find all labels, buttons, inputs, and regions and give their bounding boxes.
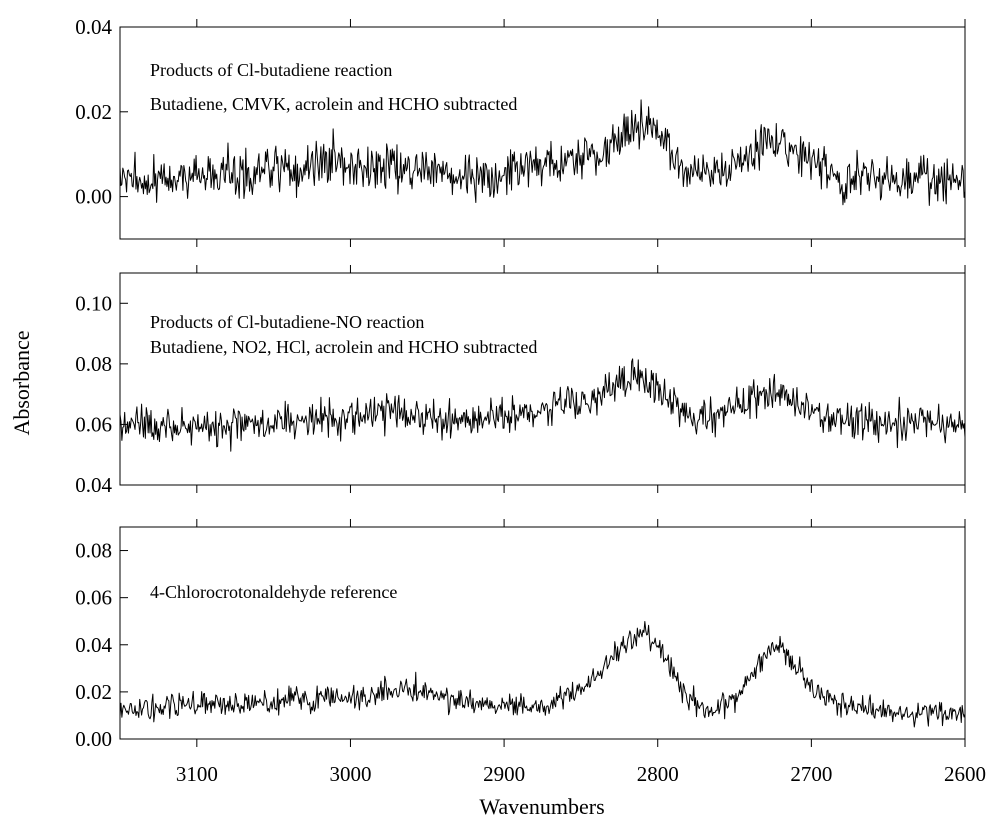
panel-bottom-y-tick-label: 0.00 xyxy=(75,727,112,751)
panel-bottom-ticks xyxy=(120,519,966,747)
panel-middle-y-tick-label: 0.06 xyxy=(75,412,112,436)
y-axis-title: Absorbance xyxy=(9,330,34,435)
panel-middle-frame xyxy=(119,272,966,486)
x-axis-title: Wavenumbers xyxy=(479,794,604,819)
panel-bottom: 0.00 0.02 0.04 0.06 0.08 4-Chlorocrotonaldeh… xyxy=(75,519,966,751)
panel-top-y-tick-label: 0.04 xyxy=(75,15,112,39)
panel-middle-annotation-2: Butadiene, NO2, HCl, acrolein and HCHO s… xyxy=(150,337,537,357)
x-tick-label: 3000 xyxy=(329,762,371,786)
panel-bottom-y-tick-labels: 0.00 0.02 0.04 0.06 0.08 xyxy=(75,539,112,751)
panel-top-annotation-1: Products of Cl-butadiene reaction xyxy=(150,60,392,80)
panel-bottom-frame xyxy=(119,526,966,740)
panel-top-frame xyxy=(119,26,966,240)
panel-bottom-spectrum-line xyxy=(119,621,966,728)
panel-middle-y-tick-label: 0.08 xyxy=(75,352,112,376)
panel-top-spectrum-line xyxy=(119,99,966,206)
panel-top-annotation-2: Butadiene, CMVK, acrolein and HCHO subtr… xyxy=(150,94,517,114)
panel-top-y-tick-label: 0.02 xyxy=(75,100,112,124)
x-tick-label: 3100 xyxy=(176,762,218,786)
x-tick-label: 2700 xyxy=(790,762,832,786)
panel-bottom-y-tick-label: 0.08 xyxy=(75,539,112,563)
panel-middle-annotation-1: Products of Cl-butadiene-NO reaction xyxy=(150,312,424,332)
panel-bottom-y-tick-label: 0.02 xyxy=(75,680,112,704)
panel-middle-y-tick-labels: 0.04 0.06 0.08 0.10 xyxy=(75,291,112,497)
panel-bottom-annotation-1: 4-Chlorocrotonaldehyde reference xyxy=(150,582,397,602)
x-tick-label: 2800 xyxy=(637,762,679,786)
panel-middle-y-tick-label: 0.10 xyxy=(75,291,112,315)
panel-top-y-tick-labels: 0.00 0.02 0.04 xyxy=(75,15,112,209)
panel-top-ticks xyxy=(120,19,966,247)
panel-middle-spectrum-line xyxy=(119,358,966,452)
panel-bottom-y-tick-label: 0.04 xyxy=(75,633,112,657)
panel-middle-ticks xyxy=(120,265,966,493)
panel-middle-y-tick-label: 0.04 xyxy=(75,473,112,497)
x-tick-label: 2900 xyxy=(483,762,525,786)
panel-bottom-y-tick-label: 0.06 xyxy=(75,586,112,610)
panel-top-y-tick-label: 0.00 xyxy=(75,185,112,209)
x-tick-label: 2600 xyxy=(944,762,986,786)
x-axis-tick-labels: 3100 3000 2900 2800 2700 2600 xyxy=(176,762,986,786)
panel-middle: 0.04 0.06 0.08 0.10 Products of Cl-butadien… xyxy=(75,265,966,497)
panel-top: 0.00 0.02 0.04 Products of Cl-butadiene re… xyxy=(75,15,966,247)
